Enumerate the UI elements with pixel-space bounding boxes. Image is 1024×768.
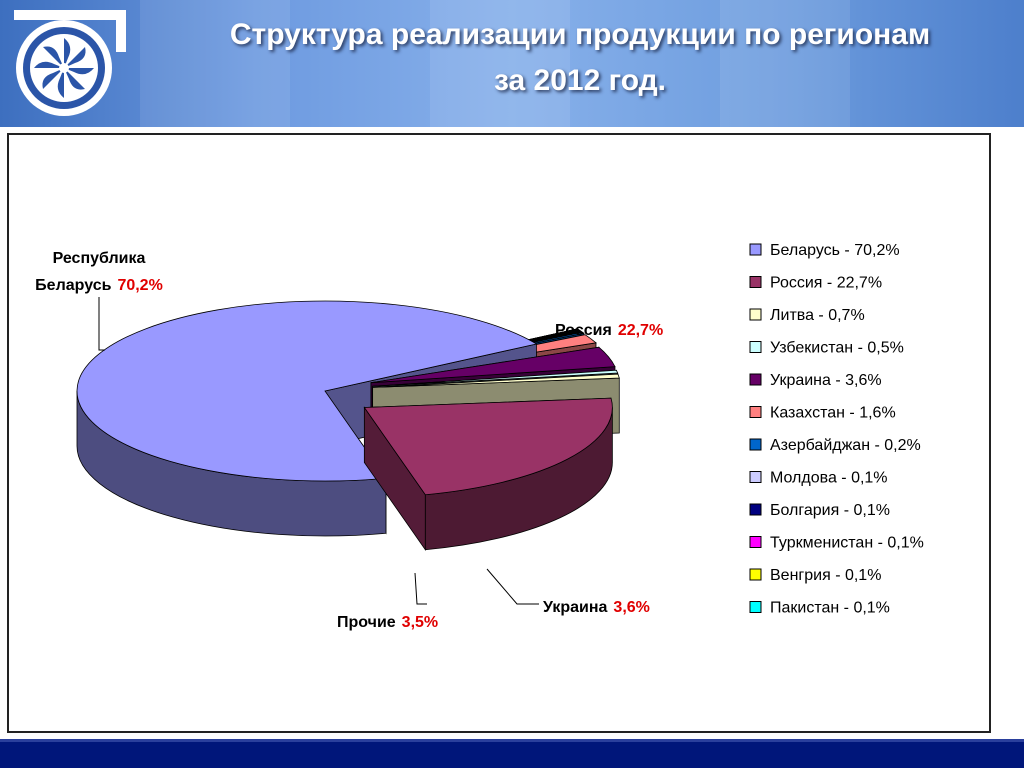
legend-item: Пакистан - 0,1% [749,600,890,617]
legend-item: Венгрия - 0,1% [749,567,881,584]
legend-item: Болгария - 0,1% [749,502,890,519]
label-belarus-line1: Республика [53,250,146,267]
legend-label: Узбекистан - 0,5% [770,340,904,357]
header-decor-tile [430,0,570,127]
legend-label: Венгрия - 0,1% [770,567,881,584]
label-ukraine-name: Украина [543,599,608,616]
legend-item: Беларусь - 70,2% [749,242,900,259]
pie-slice-top [76,300,538,482]
pie-slice-top [372,369,619,387]
legend-swatch [749,243,762,256]
leader-line-other [414,572,427,605]
label-russia-value: 22,7% [618,322,663,339]
legend-swatch [749,568,762,581]
legend-label: Туркменистан - 0,1% [770,535,924,552]
legend-swatch [749,471,762,483]
header-decor-tile [720,0,850,127]
company-logo [14,10,126,116]
data-labels: Республика Беларусь 70,2% Россия 22,7% Укр… [35,250,663,631]
legend-swatch [749,536,762,548]
legend-swatch [749,276,762,288]
slide-header: Структура реализации продукции по регион… [0,0,1024,127]
label-other-value: 3,5% [402,614,438,631]
label-ukraine-value: 3,6% [613,599,649,616]
legend-label: Россия - 22,7% [770,275,882,292]
legend-swatch [749,503,762,516]
legend-swatch [749,373,762,386]
legend-item: Россия - 22,7% [749,275,882,292]
legend-item: Туркменистан - 0,1% [749,535,924,552]
legend-label: Литва - 0,7% [770,307,865,324]
footer-band [0,739,1024,768]
chart-legend: Беларусь - 70,2% Россия - 22,7% Литва - 0,… [749,242,924,617]
legend-swatch [749,341,762,353]
leader-line-ukraine [486,568,539,605]
label-ukraine: Украина 3,6% [543,599,650,616]
legend-item: Молдова - 0,1% [749,470,888,487]
legend-swatch [749,601,762,613]
pie-chart: Республика Беларусь 70,2% Россия 22,7% Укр… [35,242,924,631]
pie-layer [76,300,620,551]
legend-swatch [749,406,762,418]
legend-item: Узбекистан - 0,5% [749,340,904,357]
legend-item: Украина - 3,6% [749,372,882,389]
pie-slice-top [372,373,620,388]
legend-label: Казахстан - 1,6% [770,405,896,422]
label-belarus-line2: Беларусь 70,2% [35,277,163,294]
legend-label: Украина - 3,6% [770,372,882,389]
label-russia-name: Россия [555,322,612,339]
chart-frame: Республика Беларусь 70,2% Россия 22,7% Укр… [7,133,991,733]
legend-label: Болгария - 0,1% [770,502,890,519]
legend-label: Беларусь - 70,2% [770,242,900,259]
slide-title: Структура реализации продукции по регион… [150,12,1010,104]
pie-slice-top [363,397,613,496]
legend-label: Пакистан - 0,1% [770,600,890,617]
legend-label: Молдова - 0,1% [770,470,888,487]
legend-swatch [749,308,762,321]
footer-stripe [0,739,1024,742]
leader-line-belarus [98,297,105,351]
leader-lines [98,297,539,605]
label-belarus-name: Беларусь [35,277,111,294]
label-belarus-value: 70,2% [117,277,162,294]
legend-label: Азербайджан - 0,2% [770,437,921,454]
pie-slice-top [370,346,616,384]
label-russia: Россия 22,7% [555,322,663,339]
label-other: Прочие 3,5% [337,614,438,631]
slide-title-line2: за 2012 год. [493,64,667,97]
legend-item: Казахстан - 1,6% [749,405,896,422]
legend-swatch [749,438,762,451]
legend-item: Азербайджан - 0,2% [749,437,921,454]
turbine-icon [34,38,94,98]
legend-item: Литва - 0,7% [749,307,865,324]
pie-slice [363,397,613,551]
label-other-name: Прочие [337,614,396,631]
header-decor-tile [140,0,290,127]
slide-title-line1: Структура реализации продукции по регион… [229,18,931,51]
